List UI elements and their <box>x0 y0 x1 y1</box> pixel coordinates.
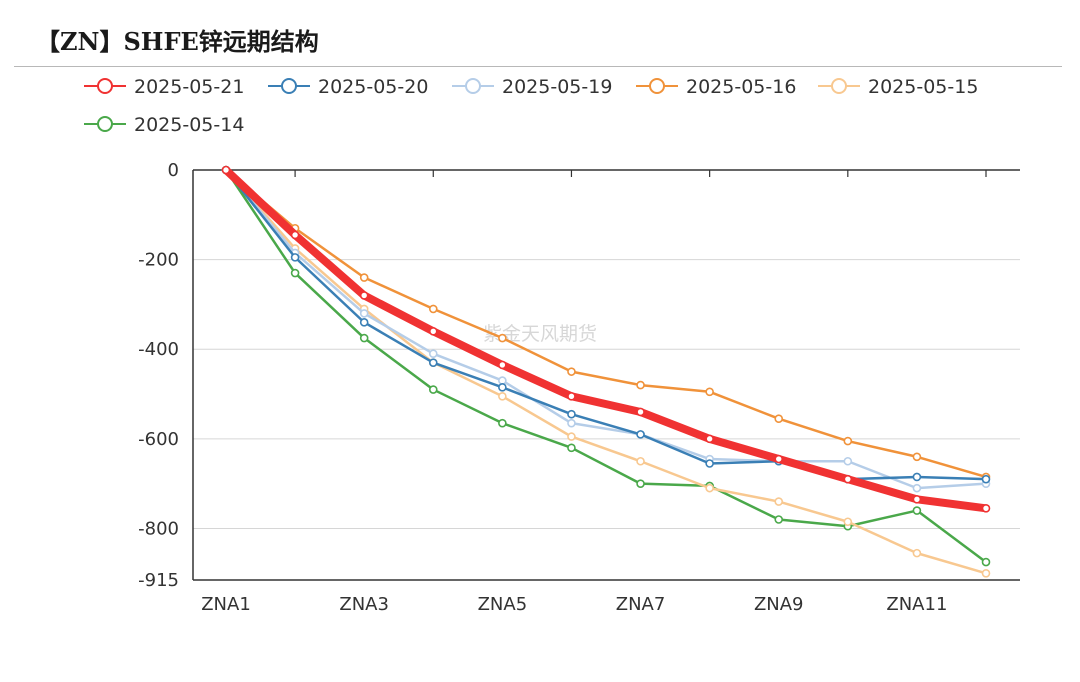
data-point[interactable] <box>636 407 645 417</box>
legend-marker-icon <box>649 78 665 94</box>
data-point[interactable] <box>774 515 784 524</box>
data-point[interactable] <box>981 557 991 567</box>
data-point[interactable] <box>290 268 300 278</box>
data-point[interactable] <box>498 333 507 343</box>
data-point[interactable] <box>359 273 369 282</box>
legend-item-2025-05-19[interactable]: 2025-05-19 <box>452 76 612 98</box>
data-point[interactable] <box>359 291 369 300</box>
legend-marker-icon <box>97 78 113 94</box>
y-tick-label: -915 <box>138 570 179 591</box>
data-point[interactable] <box>498 418 507 428</box>
data-point[interactable] <box>843 436 853 446</box>
data-point[interactable] <box>221 165 231 175</box>
data-point[interactable] <box>981 504 991 513</box>
data-point[interactable] <box>567 432 576 441</box>
data-point[interactable] <box>705 459 714 468</box>
data-point[interactable] <box>843 517 853 527</box>
data-point[interactable] <box>498 383 507 392</box>
legend-item-2025-05-14[interactable]: 2025-05-14 <box>84 114 244 136</box>
data-point[interactable] <box>567 391 576 401</box>
data-point[interactable] <box>981 474 991 484</box>
data-point[interactable] <box>912 506 922 515</box>
data-point[interactable] <box>428 327 438 336</box>
data-point[interactable] <box>359 333 369 343</box>
legend-label: 2025-05-19 <box>502 76 612 98</box>
data-point[interactable] <box>428 349 438 359</box>
data-point[interactable] <box>843 456 853 466</box>
series-line-2025-05-21[interactable] <box>222 166 990 513</box>
legend-label: 2025-05-20 <box>318 76 428 98</box>
data-point[interactable] <box>636 430 645 439</box>
legend-label: 2025-05-16 <box>686 76 796 98</box>
legend-item-2025-05-15[interactable]: 2025-05-15 <box>818 76 978 98</box>
data-point[interactable] <box>636 380 645 390</box>
legend-marker-icon <box>281 78 297 94</box>
legend-label: 2025-05-21 <box>134 76 244 98</box>
data-point[interactable] <box>912 472 922 482</box>
chart-title: 【ZN】SHFE锌远期结构 <box>36 27 319 56</box>
data-point[interactable] <box>567 409 576 419</box>
legend-marker-icon <box>831 78 847 94</box>
data-point[interactable] <box>912 548 922 558</box>
watermark-text: 紫金天风期货 <box>483 323 597 345</box>
data-point[interactable] <box>498 391 507 401</box>
x-tick-label: ZNA1 <box>201 594 251 615</box>
legend-label: 2025-05-15 <box>868 76 978 98</box>
legend[interactable]: 2025-05-21 2025-05-20 2025-05-19 2025-05-16… <box>84 76 978 136</box>
series-line-2025-05-14[interactable] <box>224 168 988 564</box>
legend-label: 2025-05-14 <box>134 114 244 136</box>
data-point[interactable] <box>912 483 922 493</box>
series-line-2025-05-19[interactable] <box>224 168 988 490</box>
data-point[interactable] <box>705 387 714 397</box>
data-point[interactable] <box>290 230 300 240</box>
grid-layer <box>193 259 1020 529</box>
legend-item-2025-05-21[interactable]: 2025-05-21 <box>84 76 244 98</box>
x-tick-label: ZNA7 <box>616 594 666 615</box>
y-tick-label: -800 <box>138 518 179 539</box>
y-tick-label: -400 <box>138 339 179 360</box>
data-point[interactable] <box>843 474 853 484</box>
legend-item-2025-05-16[interactable]: 2025-05-16 <box>636 76 796 98</box>
data-point[interactable] <box>428 385 438 394</box>
x-tick-label: ZNA3 <box>339 594 389 615</box>
data-point[interactable] <box>774 497 784 506</box>
axis-layer: 0 -200 -400 -600 -800 -915 ZNA1 ZNA3 ZNA5 ZNA7 ZNA… <box>138 160 1020 615</box>
y-tick-label: -600 <box>138 429 179 450</box>
x-tick-label: ZNA5 <box>478 594 528 615</box>
data-point[interactable] <box>636 456 645 466</box>
y-tick-label: -200 <box>138 250 179 271</box>
legend-marker-icon <box>465 78 481 94</box>
data-point[interactable] <box>428 304 438 314</box>
series-line-2025-05-16[interactable] <box>224 168 988 479</box>
data-point[interactable] <box>498 360 507 370</box>
x-tick-label: ZNA11 <box>886 594 947 615</box>
data-point[interactable] <box>290 253 300 262</box>
data-point[interactable] <box>774 454 784 464</box>
data-point[interactable] <box>912 495 922 504</box>
data-point[interactable] <box>912 452 922 462</box>
data-point[interactable] <box>981 568 991 578</box>
title-divider <box>14 66 1062 67</box>
data-point[interactable] <box>567 418 576 428</box>
series-line-2025-05-20[interactable] <box>224 168 988 481</box>
data-point[interactable] <box>359 309 369 318</box>
legend-item-2025-05-20[interactable]: 2025-05-20 <box>268 76 428 98</box>
data-point[interactable] <box>428 358 438 367</box>
data-point[interactable] <box>359 318 369 327</box>
data-point[interactable] <box>567 367 576 376</box>
data-point[interactable] <box>636 479 645 488</box>
data-point[interactable] <box>705 483 714 493</box>
data-point[interactable] <box>774 414 784 423</box>
legend-marker-icon <box>97 116 113 132</box>
y-tick-label: 0 <box>168 160 179 181</box>
series-line-2025-05-15[interactable] <box>224 168 988 575</box>
series-layer <box>221 165 991 578</box>
data-point[interactable] <box>567 443 576 453</box>
data-point[interactable] <box>705 434 714 444</box>
x-tick-label: ZNA9 <box>754 594 804 615</box>
